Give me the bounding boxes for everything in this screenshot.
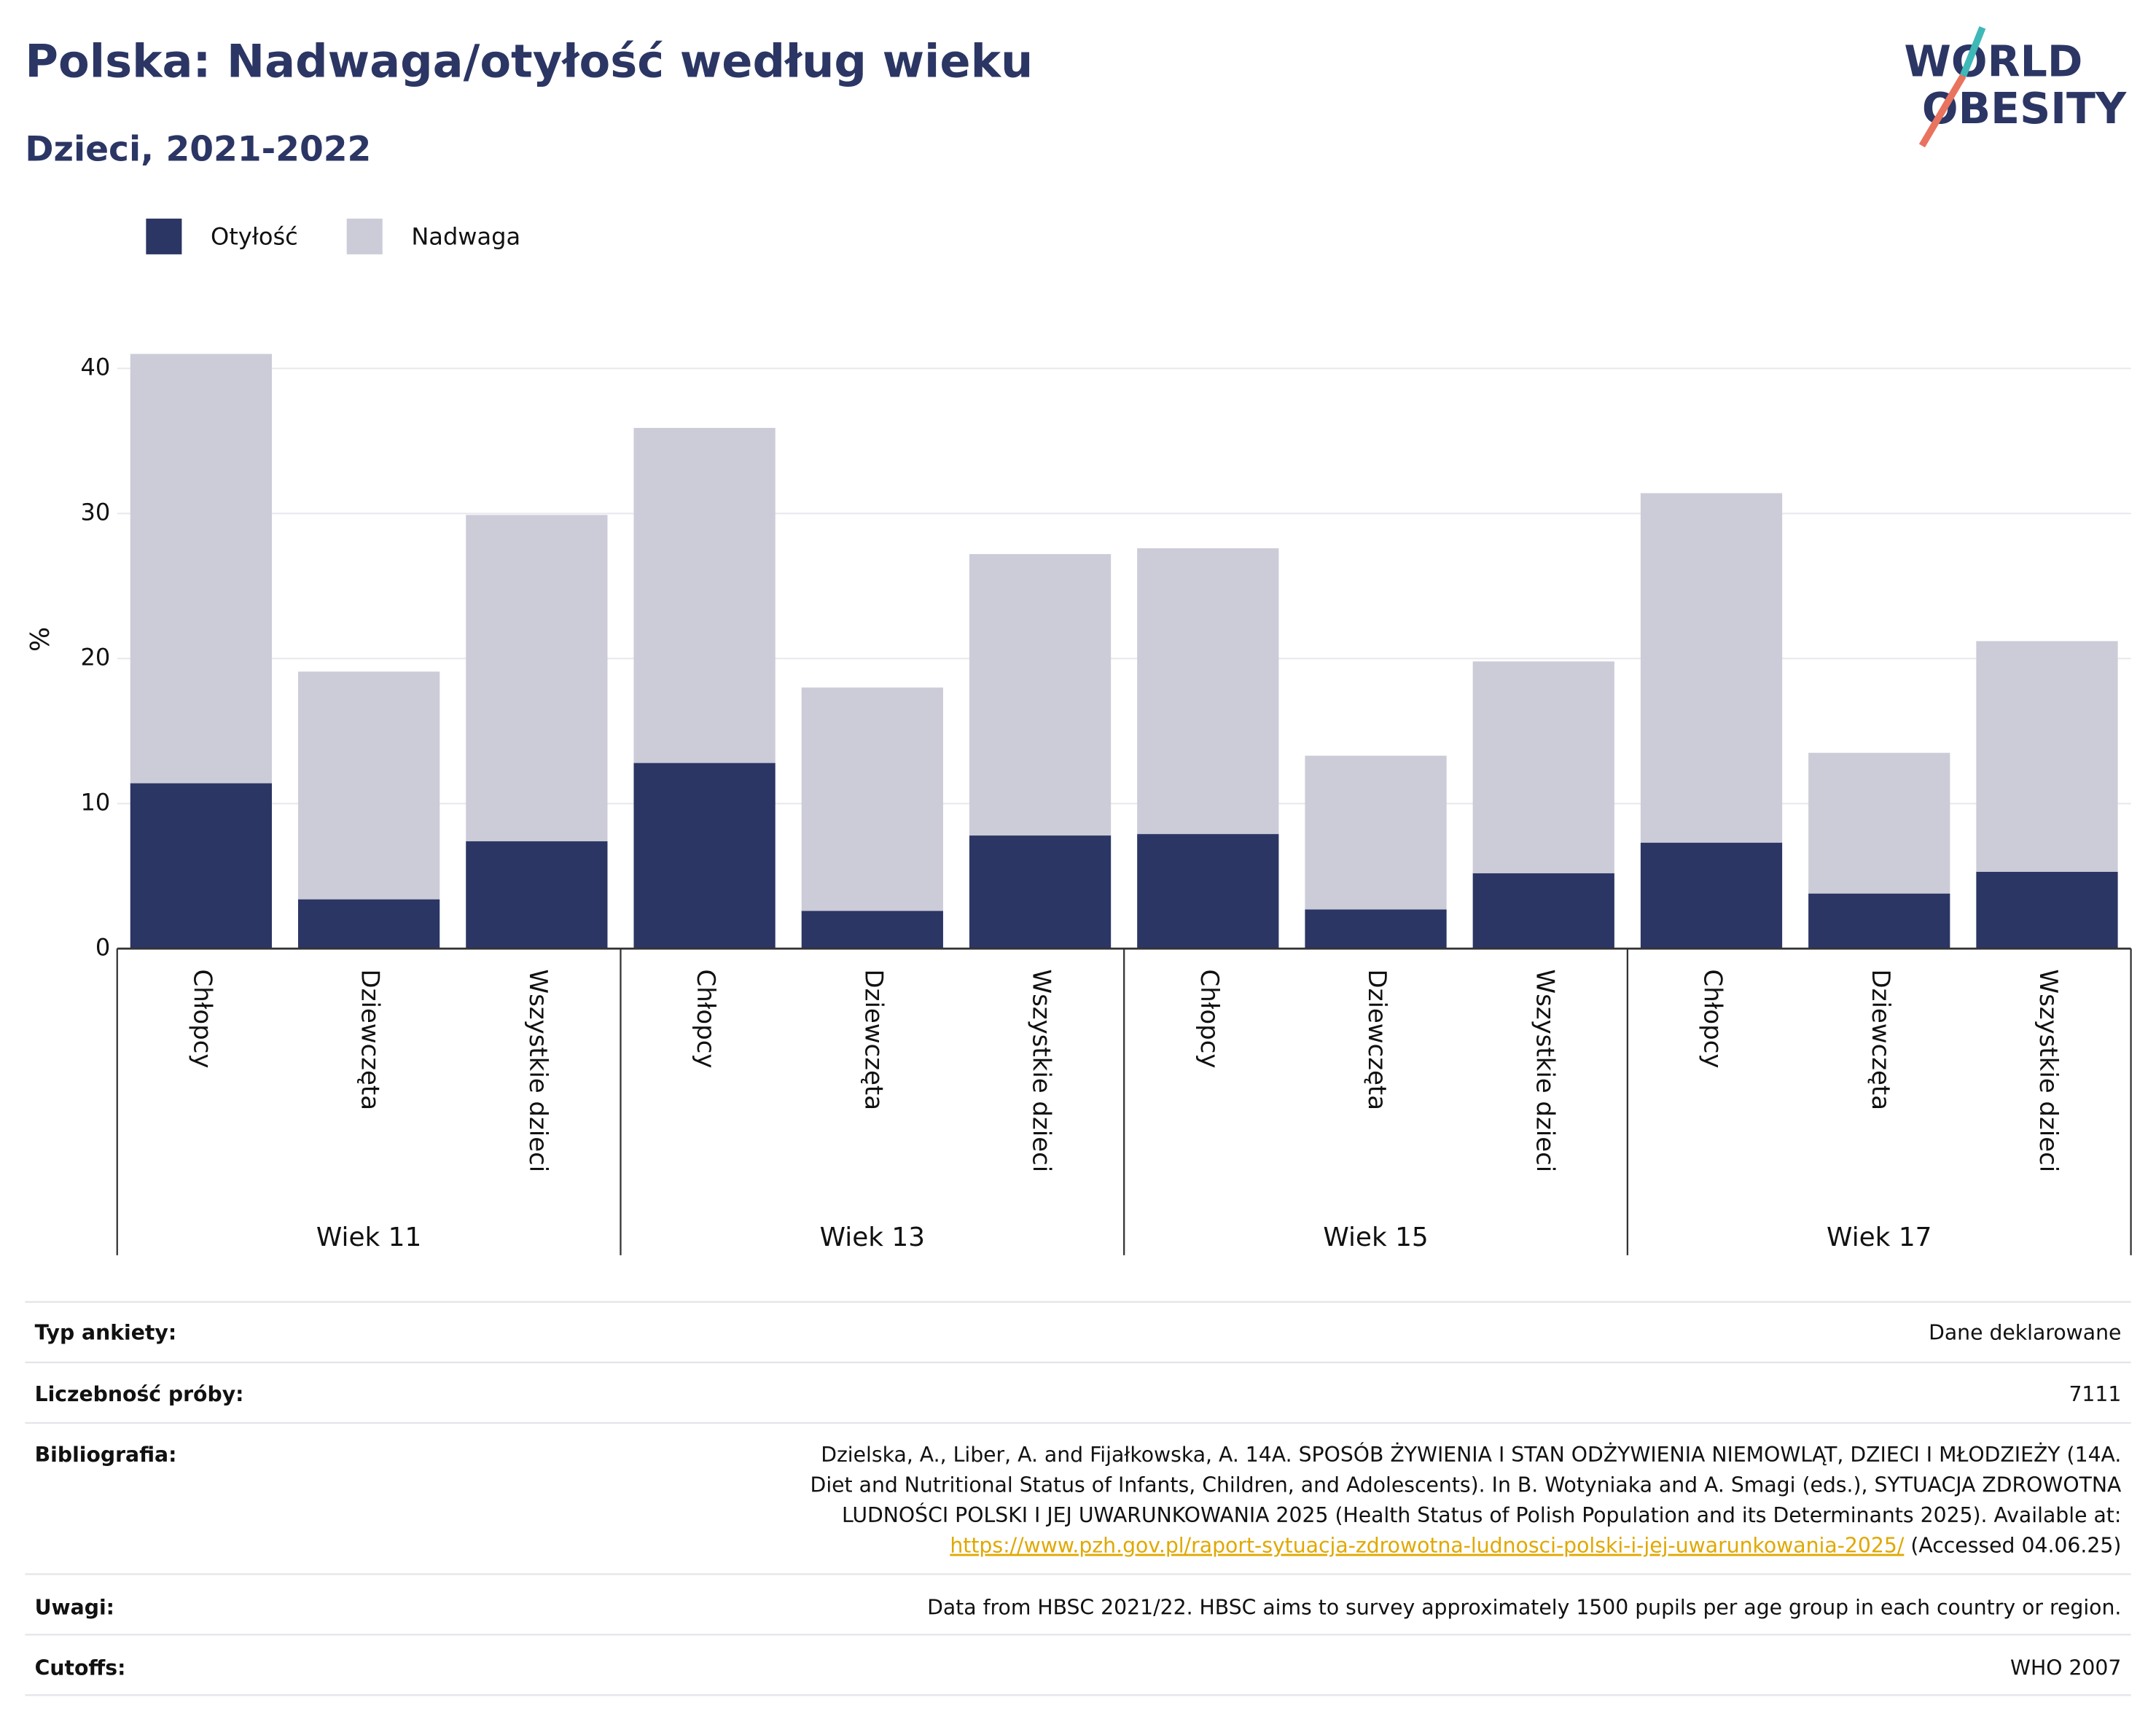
- footer-value: Data from HBSC 2021/22. HBSC aims to sur…: [927, 1595, 2121, 1619]
- x-tick-label: Dziewczęta: [1866, 970, 1895, 1110]
- y-axis-label: %: [26, 627, 55, 652]
- bar-segment: [1808, 893, 1950, 949]
- footer-value: Dzielska, A., Liber, A. and Fijałkowska,…: [821, 1442, 2121, 1467]
- x-tick-label: Dziewczęta: [356, 970, 385, 1110]
- bar-segment: [1976, 871, 2118, 949]
- group-label: Wiek 17: [1827, 1223, 1932, 1252]
- legend-label: Otyłość: [211, 222, 298, 250]
- logo-stroke: [1918, 74, 1966, 148]
- bar-segment: [1305, 755, 1447, 910]
- x-tick-label: Chłopcy: [691, 970, 720, 1069]
- legend-swatch: [146, 218, 182, 254]
- bar-segment: [297, 671, 440, 900]
- bar-segment: [1472, 661, 1614, 873]
- footer-label: Uwagi:: [35, 1595, 114, 1619]
- bar-segment: [130, 783, 273, 949]
- bar-segment: [1305, 909, 1447, 949]
- bar-segment: [297, 899, 440, 949]
- x-tick-label: Wszystkie dzieci: [1027, 970, 1056, 1173]
- x-tick-label: Wszystkie dzieci: [2034, 970, 2063, 1173]
- bar-segment: [633, 763, 776, 949]
- y-tick-label: 0: [95, 933, 110, 961]
- footer-label: Typ ankiety:: [35, 1320, 177, 1344]
- x-tick-label: Chłopcy: [187, 970, 216, 1069]
- x-tick-label: Dziewczęta: [1362, 970, 1391, 1110]
- footer-value: Diet and Nutritional Status of Infants, …: [811, 1473, 2122, 1497]
- bar-segment: [466, 515, 608, 842]
- y-tick-label: 20: [81, 643, 111, 671]
- bar-segment: [1640, 843, 1783, 949]
- logo: WORLD: [1904, 37, 2082, 87]
- bar-segment: [633, 427, 776, 763]
- bar-segment: [1640, 493, 1783, 843]
- bar-segment: [801, 687, 943, 911]
- x-tick-label: Wszystkie dzieci: [1530, 970, 1559, 1173]
- chart-subtitle: Dzieci, 2021-2022: [25, 129, 371, 169]
- footer-label: Cutoffs:: [35, 1656, 126, 1680]
- bar-segment: [969, 835, 1112, 949]
- footer-value: WHO 2007: [2010, 1656, 2121, 1680]
- y-tick-label: 10: [81, 788, 111, 816]
- group-label: Wiek 15: [1323, 1223, 1428, 1252]
- bar-segment: [466, 841, 608, 949]
- footer-value: 7111: [2069, 1382, 2121, 1406]
- bar-segment: [130, 354, 273, 784]
- bar-segment: [1137, 834, 1279, 949]
- y-tick-label: 40: [81, 353, 111, 381]
- bar-segment: [1472, 873, 1614, 949]
- legend-swatch: [346, 218, 383, 254]
- x-tick-label: Chłopcy: [1698, 970, 1727, 1069]
- x-tick-label: Wszystkie dzieci: [523, 970, 552, 1173]
- bar-segment: [801, 911, 943, 949]
- legend-label: Nadwaga: [411, 222, 520, 250]
- bar-segment: [1976, 641, 2118, 872]
- group-label: Wiek 13: [820, 1223, 925, 1252]
- footer-value: https://www.pzh.gov.pl/raport-sytuacja-z…: [950, 1534, 2121, 1558]
- group-label: Wiek 11: [316, 1223, 421, 1252]
- chart-title: Polska: Nadwaga/otyłość według wieku: [25, 35, 1033, 88]
- bar-segment: [969, 554, 1112, 836]
- footer-label: Liczebność próby:: [35, 1382, 244, 1406]
- bar-segment: [1137, 548, 1279, 835]
- footer-label: Bibliografia:: [35, 1443, 177, 1467]
- logo-stroke: [1960, 26, 1986, 77]
- footer-value: (Accessed 04.06.25): [1904, 1534, 2121, 1558]
- footer-link[interactable]: https://www.pzh.gov.pl/raport-sytuacja-z…: [950, 1534, 1905, 1558]
- footer-value: LUDNOŚCI POLSKI I JEJ UWARUNKOWANIA 2025…: [842, 1502, 2121, 1527]
- x-tick-label: Chłopcy: [1195, 970, 1224, 1069]
- footer-value: Dane deklarowane: [1929, 1320, 2121, 1344]
- bar-segment: [1808, 752, 1950, 894]
- x-tick-label: Dziewczęta: [859, 970, 888, 1110]
- y-tick-label: 30: [81, 498, 111, 526]
